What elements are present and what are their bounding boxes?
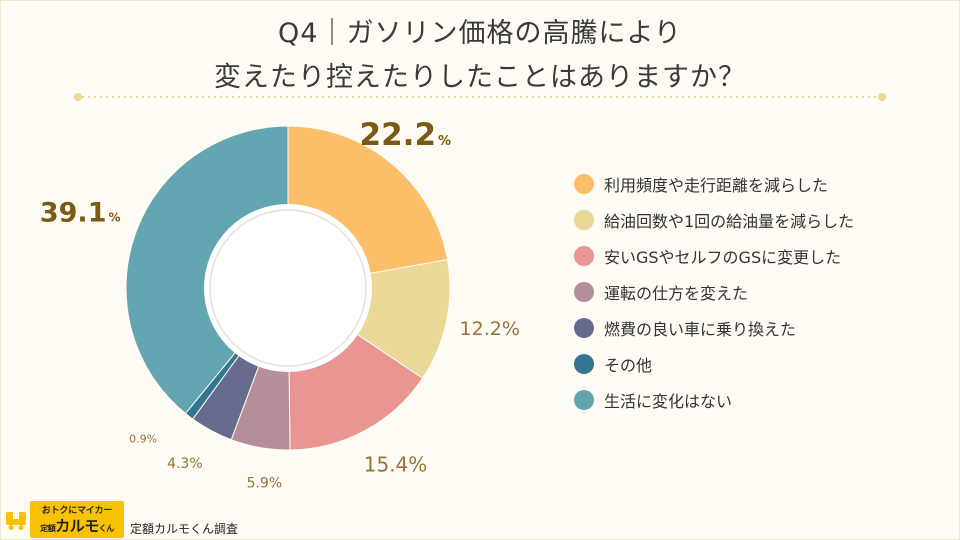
legend-swatch-7: [574, 390, 594, 410]
legend-label-7: 生活に変化はない: [604, 392, 733, 411]
data-label-value-6: 0.9%: [129, 433, 157, 446]
legend-swatch-1: [574, 174, 594, 194]
legend-item-4: 運転の仕方を変えた: [574, 274, 854, 310]
legend-item-5: 燃費の良い車に乗り換えた: [574, 310, 854, 346]
data-label-value-2: 12.2%: [460, 318, 520, 340]
data-label-3: 15.4%: [364, 452, 428, 476]
data-label-unit-7: %: [108, 210, 120, 224]
legend-label-6: その他: [604, 356, 653, 375]
donut-inner-ring: [209, 209, 367, 367]
chart-legend: 利用頻度や走行距離を減らした給油回数や1回の給油量を減らした 安いGSやセルフのG…: [574, 166, 854, 418]
legend-label-1: 利用頻度や走行距離を減らした: [604, 176, 829, 195]
logo-tagline: おトクにマイカー: [41, 506, 113, 516]
data-labels: 22.2 % 12.2% 15.4% 5.9% 4.3% 0.9% 39.1%: [40, 117, 520, 491]
data-label-1: 22.2%: [360, 117, 452, 153]
legend-label-2: 給油回数や1回の給油量を減らした: [604, 212, 855, 231]
legend-item-7: 生活に変化はない: [574, 382, 854, 418]
legend-label-3: 安いGSやセルフのGSに変更した: [604, 248, 842, 267]
brand-logo: おトクにマイカー 定額カルモくん: [30, 501, 124, 538]
survey-credit: 定額カルモくん調査: [130, 522, 239, 536]
legend-item-1: 利用頻度や走行距離を減らした: [574, 166, 854, 202]
title-line-1: Q4｜ガソリン価格の高騰により: [278, 18, 682, 49]
data-label-4: 5.9%: [247, 475, 283, 491]
data-label-value-7: 39.1: [40, 197, 107, 228]
data-label-value-5: 4.3%: [167, 456, 203, 472]
legend-swatch-6: [574, 354, 594, 374]
divider-dot-right: [878, 93, 886, 101]
data-label-value-4: 5.9%: [247, 475, 283, 491]
logo-prefix: 定額: [40, 524, 56, 533]
data-label-unit-1: %: [438, 134, 451, 149]
data-label-7: 39.1%: [40, 197, 121, 228]
title-line-2: 変えたり控えたりしたことはありますか？: [214, 62, 746, 93]
data-label-6: 0.9%: [129, 433, 157, 446]
legend-swatch-3: [574, 246, 594, 266]
legend-swatch-2: [574, 210, 594, 230]
data-label-5: 4.3%: [167, 456, 203, 472]
legend-swatch-4: [574, 282, 594, 302]
divider-dot-left: [74, 93, 82, 101]
legend-item-2: 給油回数や1回の給油量を減らした: [574, 202, 854, 238]
legend-label-5: 燃費の良い車に乗り換えた: [604, 320, 797, 339]
cart-logo-icon: [6, 512, 26, 530]
logo-name: カルモ: [55, 517, 99, 535]
page-title: Q4｜ガソリン価格の高騰により 変えたり控えたりしたことはありますか？: [0, 12, 960, 100]
legend-item-6: その他: [574, 346, 854, 382]
data-label-value-1: 22.2: [360, 117, 437, 153]
data-label-value-3: 15.4%: [364, 452, 428, 476]
logo-brand-name: 定額カルモくん: [30, 515, 124, 536]
donut-hole: [204, 204, 372, 372]
logo-suffix: くん: [98, 524, 115, 533]
data-label-2: 12.2%: [460, 318, 520, 340]
title-divider: [80, 96, 880, 98]
legend-label-4: 運転の仕方を変えた: [604, 284, 749, 303]
footer: おトクにマイカー 定額カルモくん 定額カルモくん調査: [0, 500, 300, 540]
legend-item-3: 安いGSやセルフのGSに変更した: [574, 238, 854, 274]
legend-swatch-5: [574, 318, 594, 338]
